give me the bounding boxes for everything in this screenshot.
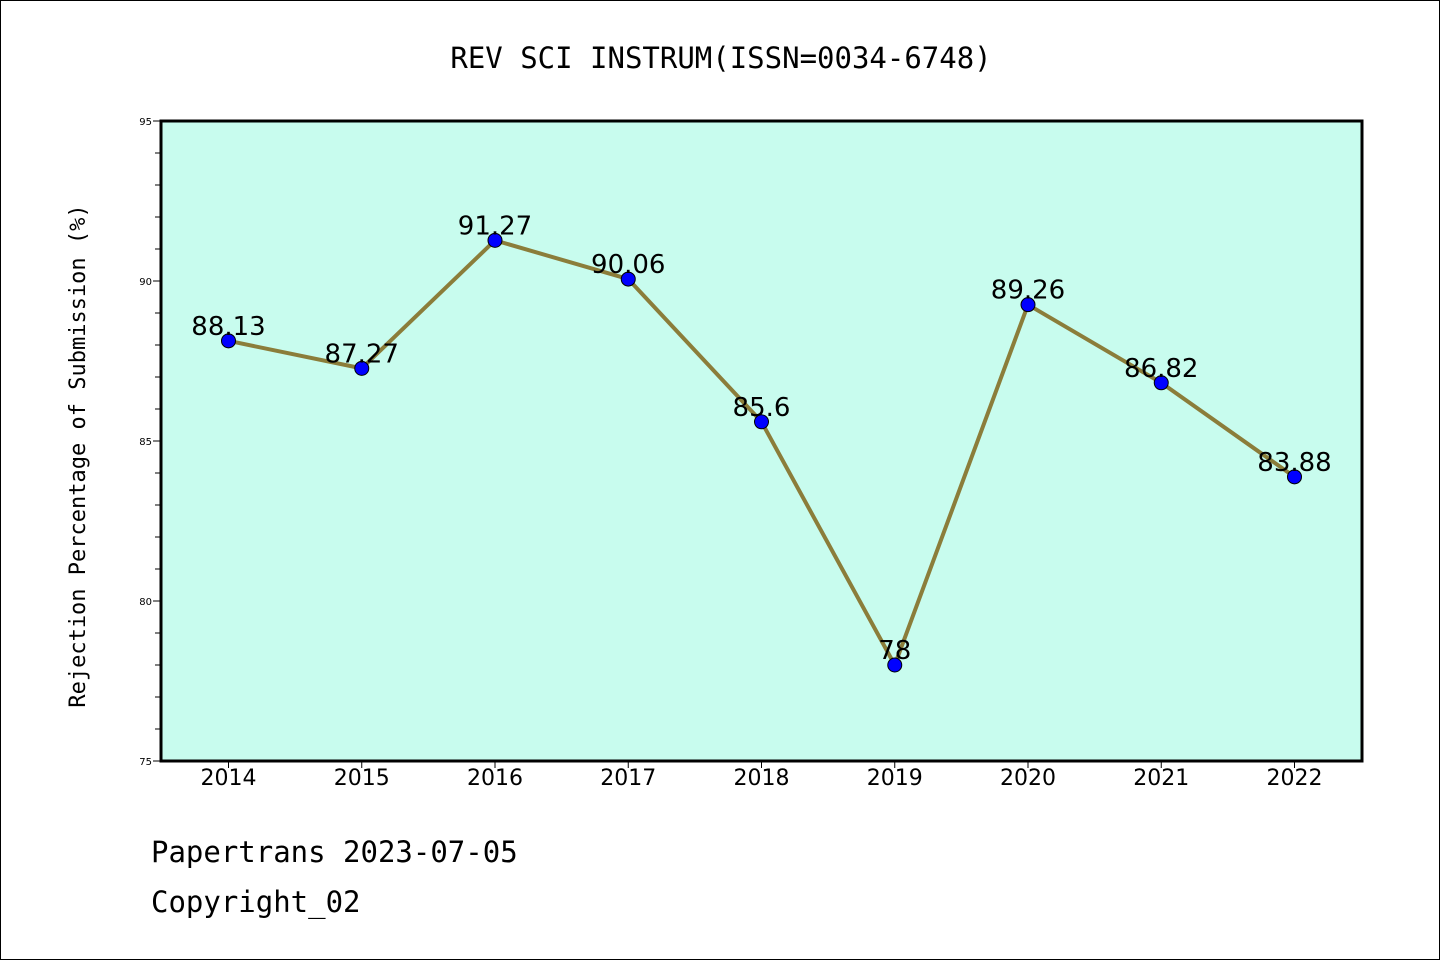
data-label: 89.26 <box>991 276 1065 306</box>
data-point <box>221 333 236 349</box>
x-tick-label: 2016 <box>467 766 523 791</box>
footer-watermark: Papertrans 2023-07-05 <box>151 835 518 869</box>
x-tick-label: 2019 <box>867 766 923 791</box>
x-tick-label: 2022 <box>1267 766 1323 791</box>
y-axis-label: Rejection Percentage of Submission (%) <box>66 204 91 707</box>
x-tick-label: 2018 <box>734 766 790 791</box>
data-point <box>887 657 903 673</box>
data-label: 87.27 <box>325 339 399 369</box>
footer-copyright: Copyright_02 <box>151 885 361 919</box>
data-point <box>620 271 636 287</box>
data-label: 86.82 <box>1124 354 1198 384</box>
x-tick-label: 2015 <box>334 766 390 791</box>
x-tick-label: 2020 <box>1000 766 1056 791</box>
plot-border <box>159 119 1364 763</box>
y-tick-label: 95 <box>139 117 152 128</box>
data-point <box>1287 469 1302 485</box>
data-label: 90.06 <box>591 250 665 280</box>
data-label: 83.88 <box>1257 448 1331 478</box>
data-point <box>754 414 769 430</box>
data-point <box>1153 375 1169 391</box>
x-tick-label: 2021 <box>1133 766 1189 791</box>
data-point <box>354 360 370 376</box>
chart-title: REV SCI INSTRUM(ISSN=0034-6748) <box>450 41 991 75</box>
data-label: 78 <box>878 636 911 666</box>
data-point <box>1020 297 1036 313</box>
x-tick-label: 2014 <box>201 766 257 791</box>
x-tick-label: 2017 <box>600 766 656 791</box>
data-label: 88.13 <box>191 312 265 342</box>
data-label: 85.6 <box>733 393 791 423</box>
y-tick-label: 75 <box>139 757 152 768</box>
data-point <box>487 232 503 248</box>
plot-background <box>161 121 1362 761</box>
y-tick-label: 80 <box>139 597 152 608</box>
y-tick-label: 85 <box>139 437 152 448</box>
y-tick-label: 90 <box>139 277 152 288</box>
plot-area: 75 80 85 90 95 2014 2015 2016 2017 2018 2019 2020 20… <box>139 117 1364 791</box>
data-label: 91.27 <box>458 211 532 241</box>
